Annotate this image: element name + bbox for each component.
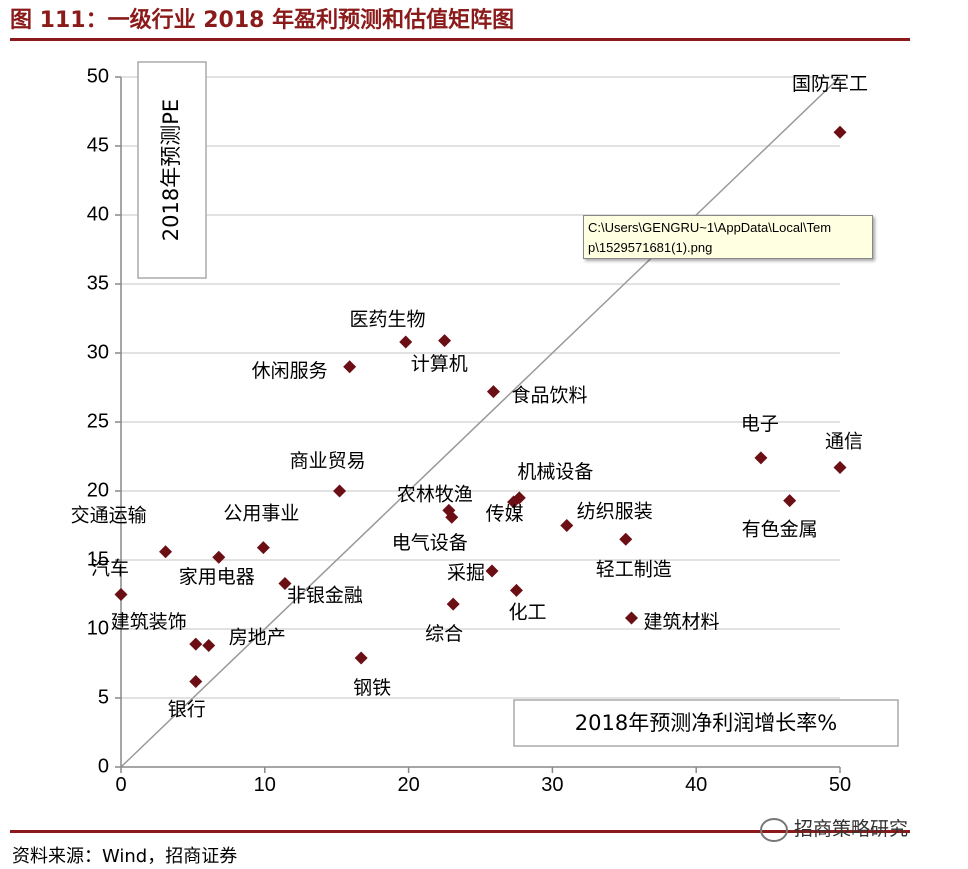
data-point-label: 通信 — [825, 431, 863, 453]
data-point-marker — [619, 532, 633, 546]
data-point-label: 食品饮料 — [511, 385, 587, 407]
data-point-label: 有色金属 — [742, 519, 818, 541]
xlabel-box — [513, 699, 899, 747]
y-tick-label: 10 — [87, 617, 109, 639]
data-point-label: 采掘 — [447, 562, 485, 584]
data-point-label: 钢铁 — [353, 677, 391, 699]
y-tick-label: 45 — [87, 134, 109, 156]
data-point-marker — [509, 583, 523, 597]
data-point-marker — [399, 335, 413, 349]
data-point-marker — [507, 495, 521, 509]
y-tick-label: 35 — [87, 272, 109, 294]
axis-ticks: 0 5 10 15 20 25 30 35 40 45 50 0 10 20 30 40 50 — [87, 65, 851, 796]
data-point-label: 建筑装饰 — [111, 611, 187, 633]
y-tick-label: 20 — [87, 479, 109, 501]
data-point-label: 银行 — [168, 698, 206, 720]
data-point-label: 公用事业 — [223, 503, 299, 525]
y-tick-label: 30 — [87, 341, 109, 363]
data-point-label: 计算机 — [411, 353, 468, 375]
source-note: 资料来源：Wind，招商证券 — [12, 846, 238, 867]
file-path-tooltip: C:\Users\GENGRU~1\AppData\Local\Tem p\15… — [583, 215, 873, 259]
data-point-marker — [354, 651, 368, 665]
data-point-label: 电子 — [741, 413, 779, 435]
x-axis-label: 2018年预测净利润增长率% — [575, 711, 837, 735]
data-point-marker — [256, 541, 270, 555]
footer-rule — [10, 830, 910, 833]
data-point-marker — [486, 385, 500, 399]
data-point-label: 医药生物 — [350, 309, 426, 331]
y-axis-label: 2018年预测PE — [159, 99, 183, 241]
x-tick-label: 10 — [254, 774, 276, 796]
data-point-marker — [446, 597, 460, 611]
data-point-marker — [202, 639, 216, 653]
watermark-text: 招商策略研究 — [794, 818, 909, 840]
data-point-marker — [278, 576, 292, 590]
title-rule — [10, 38, 910, 41]
data-point-marker — [189, 637, 203, 651]
data-point-label: 综合 — [425, 623, 463, 645]
ylabel-box — [137, 61, 207, 279]
data-point-label: 休闲服务 — [252, 360, 328, 382]
data-point-label: 机械设备 — [517, 461, 593, 483]
data-point-marker — [833, 461, 847, 475]
data-point-label: 传媒 — [486, 503, 524, 525]
data-points — [114, 125, 847, 688]
data-point-marker — [560, 519, 574, 532]
x-tick-label: 20 — [397, 774, 419, 796]
y-tick-label: 50 — [87, 65, 109, 87]
gridlines — [121, 76, 840, 699]
tooltip-line-2: p\1529571681(1).png — [588, 240, 713, 255]
reference-diagonal — [120, 76, 841, 768]
data-point-marker — [624, 611, 638, 625]
data-point-marker — [438, 334, 452, 348]
data-point-label: 交通运输 — [71, 505, 147, 527]
y-tick-label: 15 — [87, 548, 109, 570]
data-point-label: 家用电器 — [179, 566, 255, 588]
y-tick-label: 0 — [98, 755, 109, 777]
data-point-label: 纺织服装 — [577, 501, 653, 523]
data-point-label: 化工 — [508, 601, 546, 623]
data-point-label: 商业贸易 — [290, 450, 366, 472]
figure-title: 图 111：一级行业 2018 年盈利预测和估值矩阵图 — [10, 8, 515, 33]
x-tick-label: 0 — [115, 774, 126, 796]
data-point-marker — [212, 550, 226, 564]
data-point-marker — [485, 564, 499, 578]
data-point-marker — [159, 545, 173, 559]
data-point-marker — [754, 451, 768, 465]
x-tick-label: 40 — [685, 774, 707, 796]
data-point-label: 汽车 — [91, 558, 129, 580]
y-tick-label: 5 — [98, 686, 109, 708]
data-point-label: 房地产 — [229, 627, 286, 649]
x-tick-label: 50 — [829, 774, 851, 796]
data-point-marker — [343, 360, 357, 374]
data-point-label: 非银金融 — [287, 584, 363, 606]
data-point-label: 电气设备 — [392, 532, 468, 554]
data-point-label: 国防军工 — [792, 73, 868, 95]
tooltip-line-1: C:\Users\GENGRU~1\AppData\Local\Tem — [588, 220, 832, 235]
data-point-marker — [833, 125, 847, 139]
y-tick-label: 40 — [87, 203, 109, 225]
watermark: 招商策略研究 — [760, 814, 908, 842]
data-point-marker — [333, 484, 347, 498]
data-point-marker — [445, 510, 459, 524]
wechat-icon — [760, 817, 788, 842]
data-point-label: 轻工制造 — [596, 558, 672, 580]
data-point-label: 建筑材料 — [643, 611, 719, 633]
y-tick-label: 25 — [87, 410, 109, 432]
x-tick-label: 30 — [541, 774, 563, 796]
data-point-marker — [189, 674, 203, 688]
data-point-marker — [114, 588, 128, 601]
data-point-label: 农林牧渔 — [397, 483, 473, 505]
data-point-marker — [783, 494, 797, 508]
